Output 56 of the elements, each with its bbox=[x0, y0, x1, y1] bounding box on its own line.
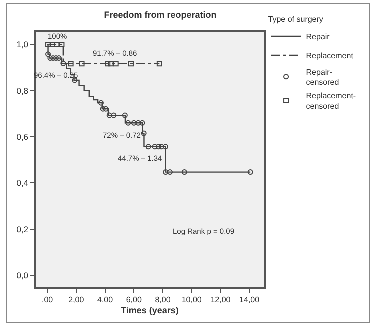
y-tick-label: 0,8 bbox=[16, 86, 29, 96]
point bbox=[141, 130, 147, 136]
legend-label: Replacement-censored bbox=[306, 92, 356, 112]
point bbox=[50, 56, 56, 62]
point bbox=[156, 61, 162, 67]
point bbox=[46, 42, 52, 48]
x-tick-label: ,00 bbox=[42, 295, 54, 304]
y-tick-label: 0,6 bbox=[16, 132, 29, 142]
x-axis-title: Times (years) bbox=[121, 306, 179, 316]
x-tick-label: 2,00 bbox=[68, 295, 85, 304]
point bbox=[98, 100, 104, 106]
legend-title: Type of surgery bbox=[268, 15, 324, 24]
x-tick-label: 10,00 bbox=[182, 295, 202, 304]
legend-label: Repair-censored bbox=[306, 68, 340, 88]
point bbox=[60, 60, 66, 66]
legend-label: Replacement bbox=[306, 52, 354, 61]
point bbox=[103, 106, 109, 112]
y-tick-label: 1,0 bbox=[16, 40, 29, 50]
point bbox=[248, 170, 254, 176]
y-tick-label: 0,2 bbox=[16, 224, 29, 234]
chart-title: Freedom from reoperation bbox=[104, 10, 217, 20]
x-tick-label: 8,00 bbox=[155, 295, 172, 304]
point bbox=[162, 144, 168, 150]
point bbox=[53, 56, 59, 62]
point bbox=[59, 42, 65, 48]
y-tick-label: 0,0 bbox=[16, 270, 29, 280]
point bbox=[46, 52, 52, 58]
point bbox=[105, 61, 111, 67]
point bbox=[146, 144, 152, 150]
point bbox=[113, 61, 119, 67]
point bbox=[182, 170, 188, 176]
point bbox=[111, 112, 117, 118]
point bbox=[56, 56, 62, 62]
point bbox=[152, 144, 158, 150]
point bbox=[140, 120, 146, 126]
x-tick-label: 4,00 bbox=[97, 295, 114, 304]
point bbox=[106, 112, 112, 118]
point bbox=[158, 144, 164, 150]
point bbox=[79, 61, 85, 67]
point bbox=[167, 170, 173, 176]
x-tick-label: 6,00 bbox=[126, 295, 142, 304]
x-tick-label: 14,00 bbox=[240, 295, 260, 304]
point bbox=[54, 42, 60, 48]
point bbox=[136, 120, 142, 126]
x-tick-label: 12,00 bbox=[210, 295, 232, 304]
legend-label: Repair bbox=[306, 32, 330, 42]
point bbox=[108, 61, 114, 67]
point bbox=[100, 106, 106, 112]
point bbox=[48, 56, 54, 62]
point bbox=[131, 120, 137, 126]
point bbox=[68, 61, 74, 67]
y-tick-label: 0,4 bbox=[16, 178, 29, 188]
point bbox=[128, 61, 134, 67]
point bbox=[126, 120, 132, 126]
point bbox=[122, 112, 128, 118]
point bbox=[156, 144, 162, 150]
